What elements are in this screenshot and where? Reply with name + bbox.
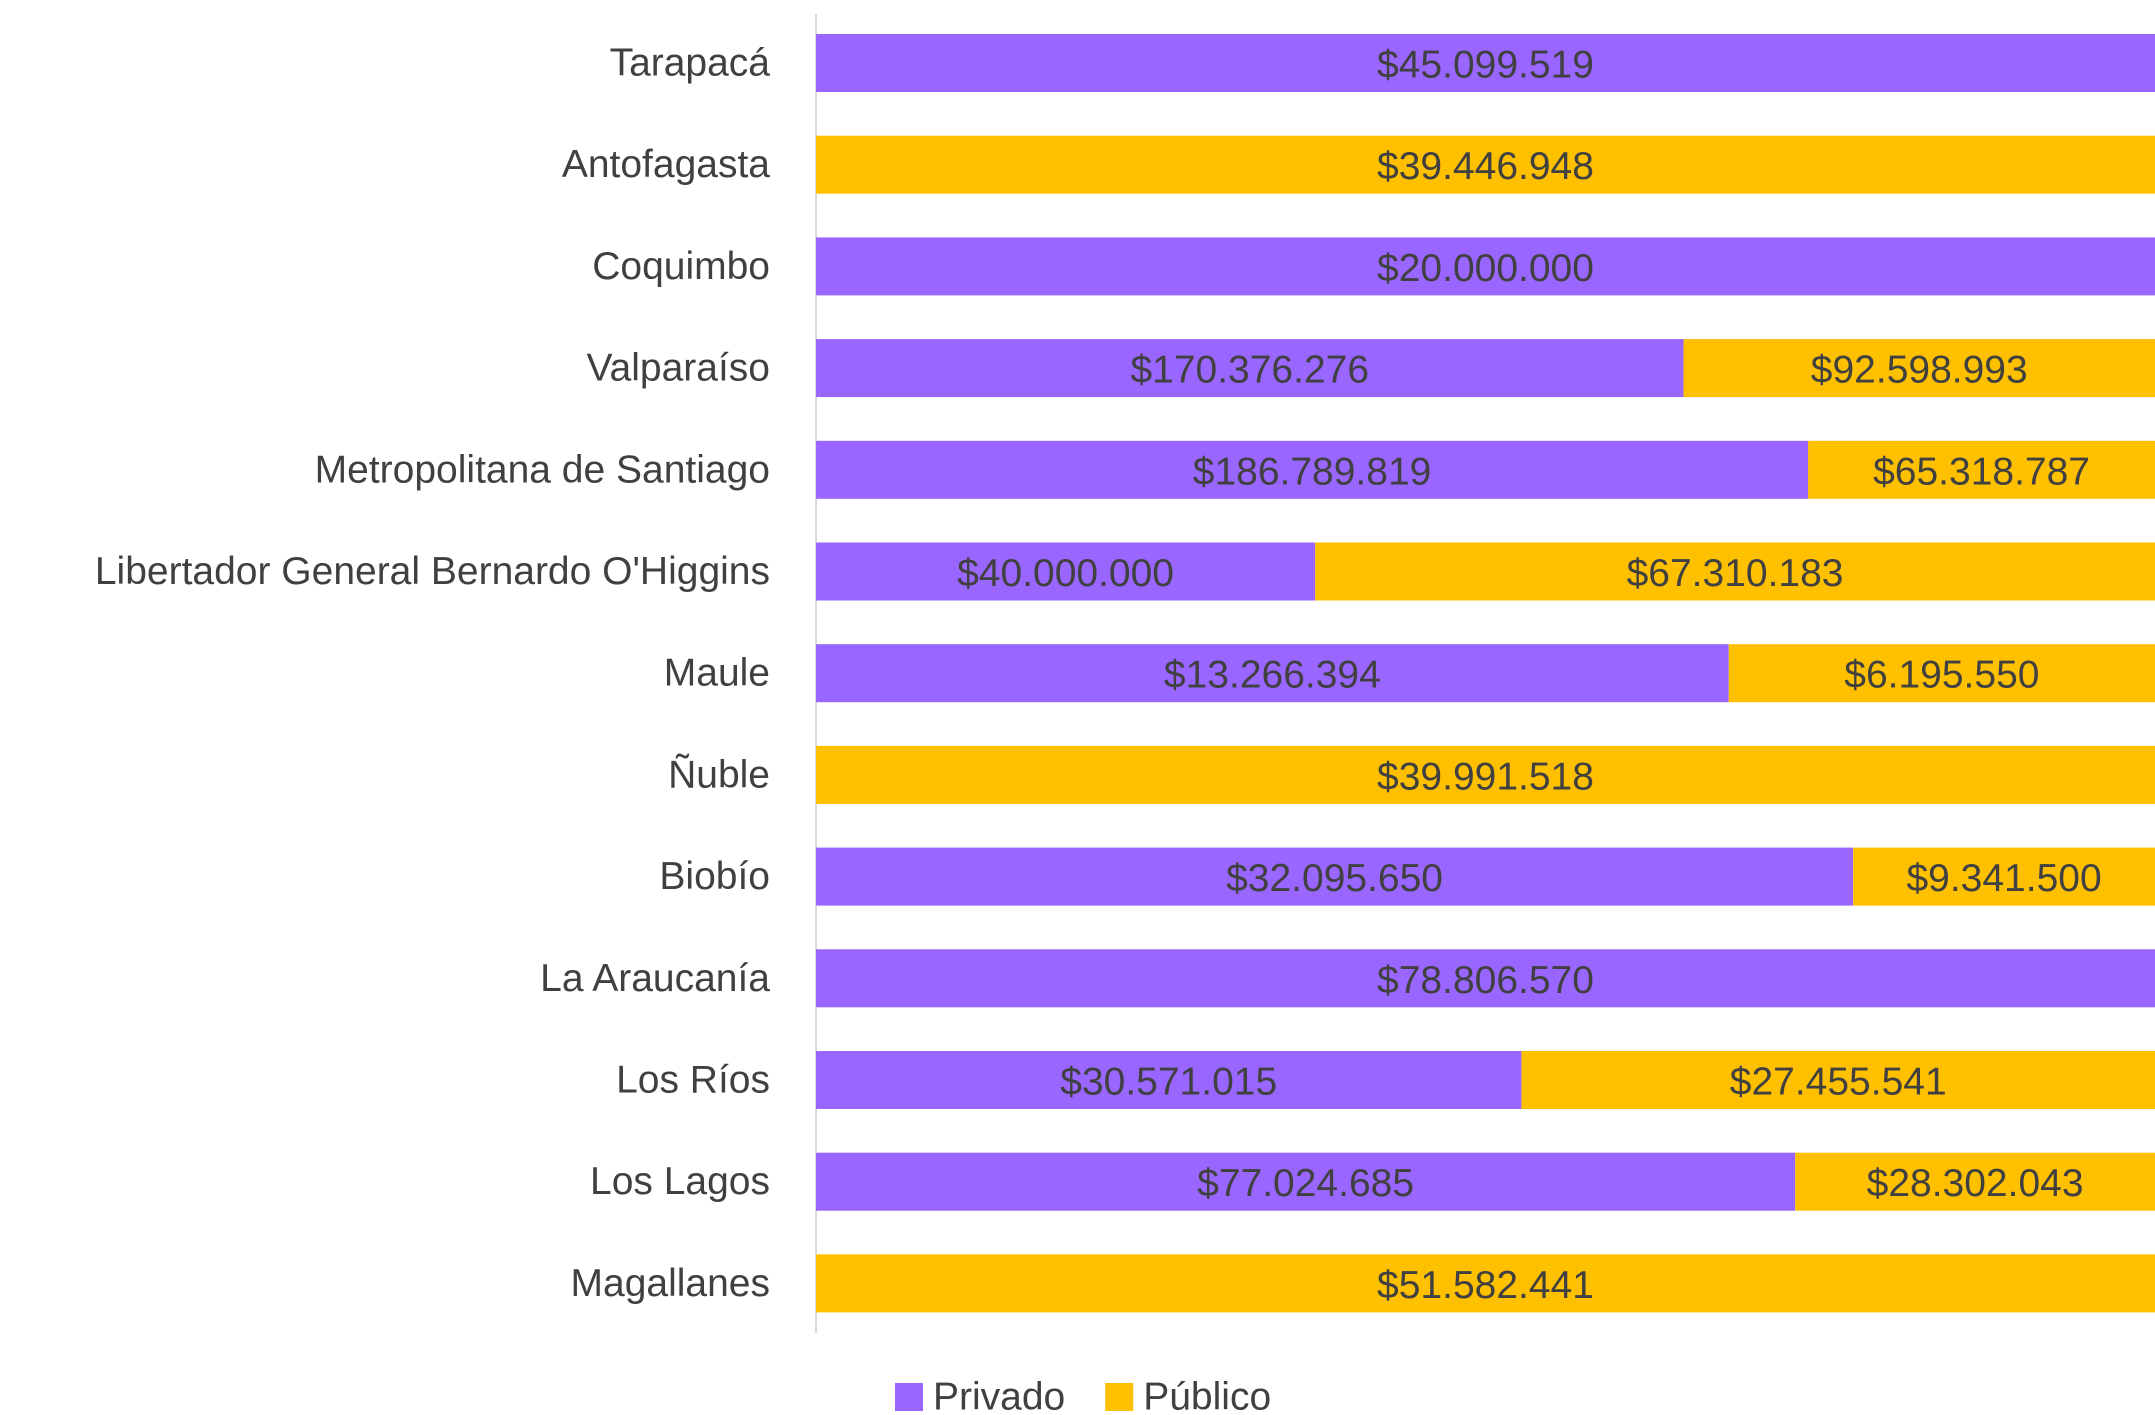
data-label: $186.789.819 (1193, 450, 1432, 493)
bar-segment (816, 135, 2155, 194)
legend-swatch (1105, 1383, 1134, 1411)
bar-segment (816, 542, 1316, 601)
bar-segment (816, 1254, 2155, 1313)
bar-segment (1315, 542, 2155, 601)
category-label: Biobío (659, 855, 770, 898)
bar-segment (1683, 339, 2155, 398)
bar-segment (816, 949, 2155, 1008)
category-label: Coquimbo (592, 245, 770, 288)
data-label: $45.099.519 (1377, 44, 1594, 87)
legend-swatch (895, 1383, 923, 1411)
category-label: Libertador General Bernardo O'Higgins (95, 550, 770, 593)
data-label: $28.302.043 (1867, 1162, 2084, 1205)
data-label: $30.571.015 (1060, 1061, 1277, 1104)
category-label: Ñuble (668, 753, 770, 796)
bar-segment (816, 745, 2155, 804)
bar-segment (1521, 1051, 2155, 1109)
data-label: $9.341.500 (1906, 857, 2101, 900)
category-label: Magallanes (571, 1262, 770, 1305)
data-label: $67.310.183 (1627, 552, 1844, 595)
category-label: Maule (664, 652, 770, 695)
legend-label: Privado (933, 1376, 1065, 1415)
category-label: La Araucanía (540, 957, 770, 1000)
data-label: $6.195.550 (1844, 654, 2039, 697)
data-label: $39.991.518 (1377, 755, 1594, 798)
bar-segment (816, 847, 1854, 906)
category-label: Los Lagos (590, 1160, 770, 1203)
bar-segment (1853, 847, 2155, 906)
bar-segment (1795, 1152, 2155, 1211)
bar-segment (816, 237, 2155, 296)
data-label: $39.446.948 (1377, 145, 1594, 188)
data-label: $20.000.000 (1377, 247, 1594, 290)
data-label: $77.024.685 (1197, 1162, 1414, 1205)
bar-segment (816, 440, 1809, 499)
data-label: $51.582.441 (1377, 1264, 1594, 1307)
category-label: Antofagasta (562, 143, 770, 186)
category-label: Metropolitana de Santiago (315, 448, 770, 491)
data-label: $40.000.000 (957, 552, 1174, 595)
data-label: $32.095.650 (1226, 857, 1443, 900)
data-label: $170.376.276 (1130, 349, 1369, 392)
bar-segment (1728, 644, 2155, 703)
category-label: Los Ríos (616, 1059, 770, 1102)
bar-segment (816, 34, 2155, 92)
data-label: $13.266.394 (1164, 654, 1381, 697)
bar-segment (816, 1051, 1522, 1109)
data-label: $92.598.993 (1811, 349, 2028, 392)
legend-label: Público (1143, 1376, 1271, 1415)
category-label: Tarapacá (610, 42, 771, 85)
data-label: $78.806.570 (1377, 959, 1594, 1002)
bar-segment (1808, 440, 2155, 499)
bar-segment (816, 1152, 1796, 1211)
category-label: Valparaíso (586, 347, 770, 390)
data-label: $65.318.787 (1873, 450, 2090, 493)
bar-segment (816, 339, 1684, 398)
data-label: $27.455.541 (1730, 1061, 1947, 1104)
bar-segment (816, 644, 1729, 703)
